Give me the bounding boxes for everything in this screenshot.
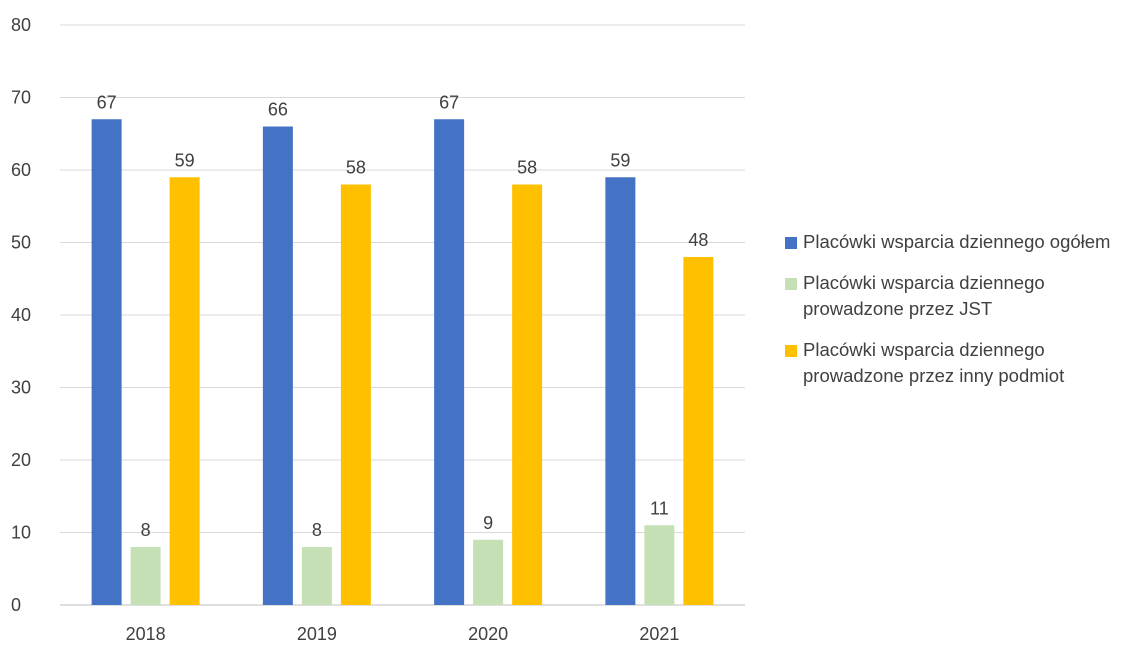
bar-series2-2018: [169, 177, 200, 605]
bar-series1-2021: [644, 525, 675, 605]
legend-label-inny-podmiot: Placówki wsparcia dziennego prowadzone p…: [803, 339, 1065, 386]
bar-series1-2019: [301, 547, 332, 605]
legend-item-ogolem: Placówki wsparcia dziennego ogółem: [785, 229, 1121, 255]
y-tick-label-50: 50: [11, 233, 31, 253]
bar-series0-2020: [434, 119, 465, 605]
y-tick-label-60: 60: [11, 160, 31, 180]
legend-item-inny-podmiot: Placówki wsparcia dziennego prowadzone p…: [785, 337, 1121, 389]
data-label-series0-2018: 67: [97, 92, 117, 112]
y-tick-label-70: 70: [11, 88, 31, 108]
bar-series1-2020: [473, 539, 504, 605]
data-label-series1-2018: 8: [141, 520, 151, 540]
legend: Placówki wsparcia dziennego ogółem Placó…: [785, 229, 1121, 404]
data-label-series1-2021: 11: [650, 498, 669, 518]
y-tick-label-80: 80: [11, 15, 31, 35]
x-tick-label-2019: 2019: [297, 624, 337, 644]
bar-series2-2019: [340, 184, 371, 605]
y-tick-label-30: 30: [11, 378, 31, 398]
bar-series0-2019: [262, 126, 293, 605]
data-labels: 67 8 59 66 8 58 67 9 58 59 11 48: [97, 92, 709, 540]
y-axis-tick-labels: 0 10 20 30 40 50 60 70 80: [11, 15, 31, 615]
x-tick-label-2021: 2021: [639, 624, 679, 644]
data-label-series2-2019: 58: [346, 158, 366, 178]
data-label-series0-2020: 67: [439, 92, 459, 112]
data-label-series2-2021: 48: [688, 230, 708, 250]
legend-item-jst: Placówki wsparcia dziennego prowadzone p…: [785, 270, 1121, 322]
data-label-series2-2020: 58: [517, 158, 537, 178]
bar-series0-2021: [605, 177, 636, 605]
x-tick-label-2018: 2018: [126, 624, 166, 644]
data-label-series0-2021: 59: [610, 150, 630, 170]
bar-series1-2018: [130, 547, 161, 605]
data-label-series1-2020: 9: [483, 513, 493, 533]
x-tick-label-2020: 2020: [468, 624, 508, 644]
legend-label-ogolem: Placówki wsparcia dziennego ogółem: [803, 231, 1111, 252]
bars: [91, 119, 714, 605]
legend-swatch-inny-podmiot: [785, 345, 797, 357]
legend-swatch-jst: [785, 278, 797, 290]
data-label-series2-2018: 59: [175, 150, 195, 170]
gridlines: [60, 24, 745, 606]
legend-swatch-ogolem: [785, 237, 797, 249]
y-tick-label-0: 0: [11, 595, 21, 615]
bar-series0-2018: [91, 119, 122, 605]
bar-series2-2021: [683, 257, 714, 605]
bar-series2-2020: [512, 184, 543, 605]
y-tick-label-20: 20: [11, 450, 31, 470]
y-tick-label-40: 40: [11, 305, 31, 325]
data-label-series0-2019: 66: [268, 100, 288, 120]
x-axis-tick-labels: 2018 2019 2020 2021: [126, 624, 680, 644]
data-label-series1-2019: 8: [312, 520, 322, 540]
y-tick-label-10: 10: [11, 523, 31, 543]
legend-label-jst: Placówki wsparcia dziennego prowadzone p…: [803, 272, 1045, 319]
